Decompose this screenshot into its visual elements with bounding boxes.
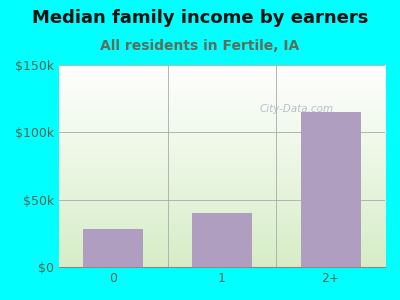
Bar (301, 112, 360, 267)
Bar (192, 213, 252, 267)
Text: All residents in Fertile, IA: All residents in Fertile, IA (100, 39, 300, 53)
Text: Median family income by earners: Median family income by earners (32, 9, 368, 27)
Bar (84, 230, 143, 267)
Text: City-Data.com: City-Data.com (260, 104, 334, 115)
